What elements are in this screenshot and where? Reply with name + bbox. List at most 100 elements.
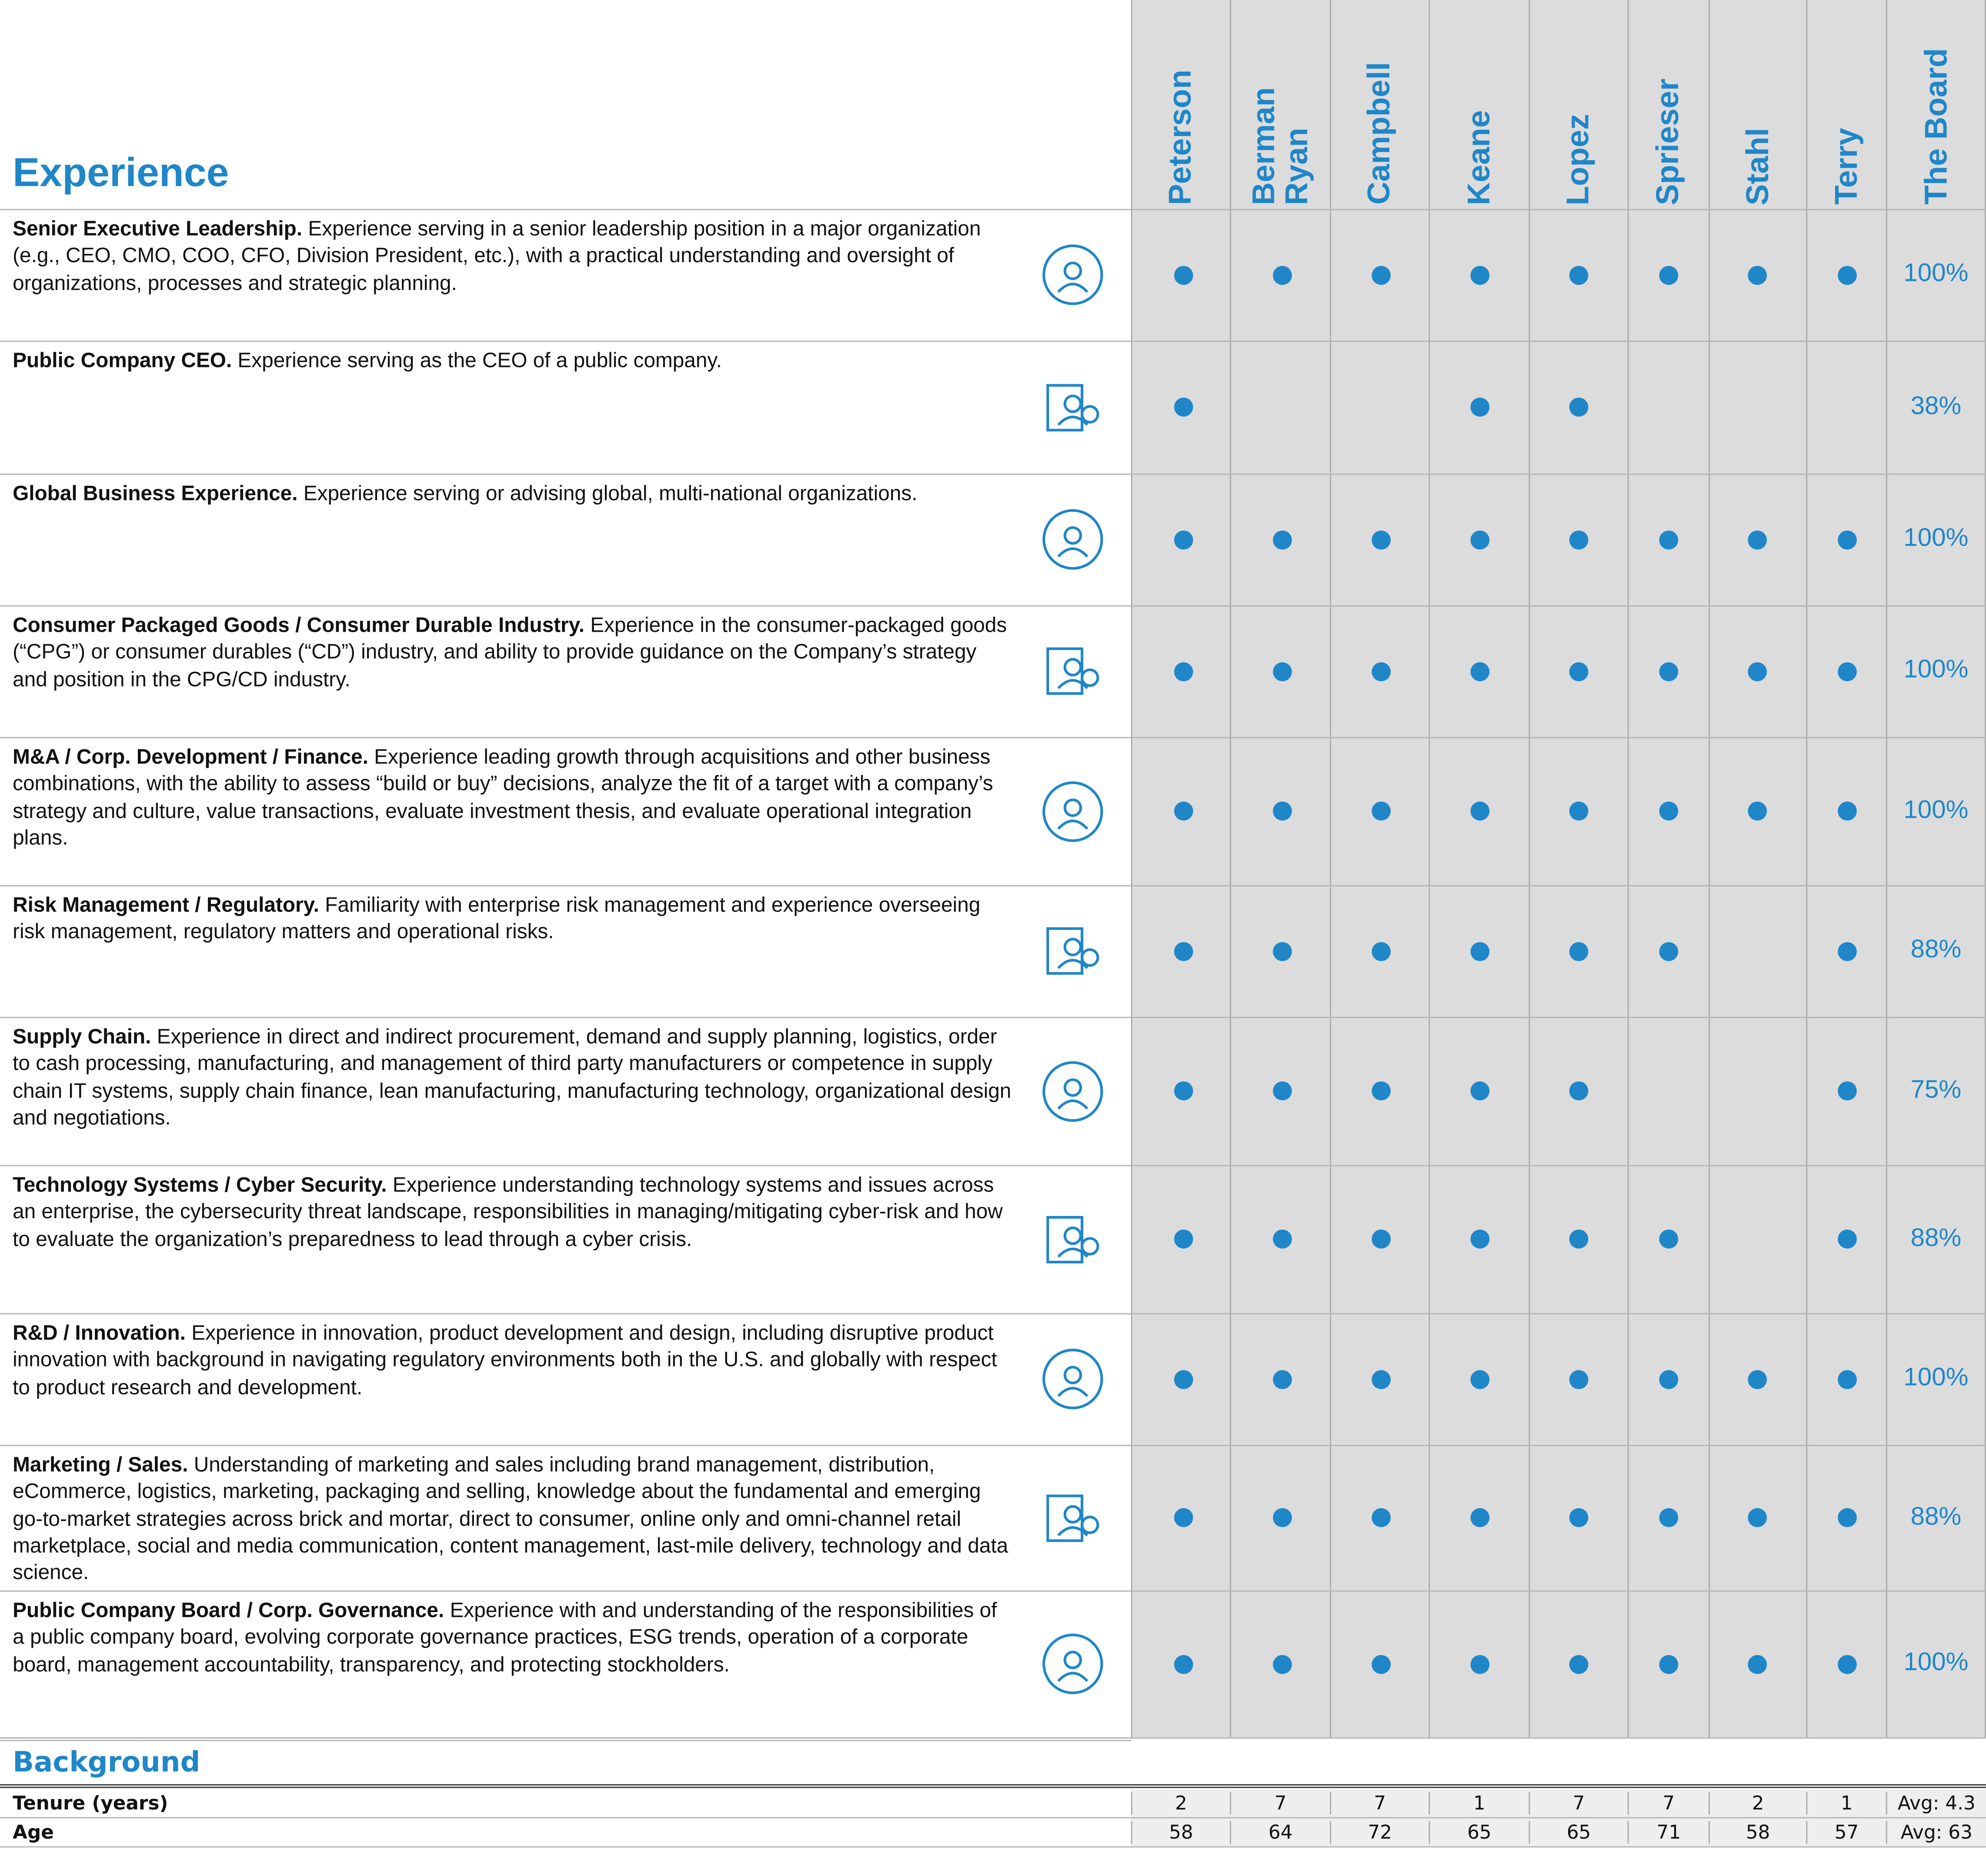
bg-value: 1 — [1806, 1792, 1886, 1815]
check-dot — [1272, 1654, 1292, 1674]
skill-description: Experience serving or advising global, m… — [303, 482, 918, 506]
check-dot — [1470, 1369, 1489, 1389]
board-percent: 88% — [1910, 1224, 1962, 1252]
row-line — [0, 1313, 1986, 1315]
board-percent: 88% — [1910, 1502, 1962, 1530]
check-dot — [1837, 661, 1856, 681]
column-bg — [1806, 0, 1886, 1738]
check-dot — [1470, 1654, 1489, 1674]
row-text: Global Business Experience. Experience s… — [0, 476, 1013, 508]
director-name: Keane — [1461, 110, 1497, 205]
check-dot — [1837, 530, 1856, 549]
skill-description: Experience with and understanding of the… — [13, 1599, 997, 1676]
bg-value: 72 — [1330, 1821, 1429, 1844]
row-line — [0, 1737, 1986, 1739]
board-percent: 100% — [1903, 656, 1969, 684]
check-dot — [1837, 1508, 1856, 1527]
bg-value: 58 — [1131, 1821, 1230, 1844]
check-dot — [1659, 1654, 1678, 1674]
row-text: Public Company Board / Corp. Governance.… — [0, 1593, 1013, 1679]
check-dot — [1470, 265, 1489, 284]
bg-value: 71 — [1627, 1821, 1709, 1844]
column-bg — [1529, 0, 1628, 1738]
check-dot — [1569, 1654, 1588, 1674]
skill-title: M&A / Corp. Development / Finance. — [13, 746, 369, 769]
check-dot — [1272, 661, 1292, 681]
skill-description: Experience in innovation, product develo… — [13, 1322, 997, 1399]
header-cell: Campbell — [1330, 0, 1429, 205]
check-dot — [1747, 661, 1766, 681]
row-text: Technology Systems / Cyber Security. Exp… — [0, 1167, 1013, 1253]
row-line — [0, 1016, 1986, 1018]
check-dot — [1659, 530, 1678, 549]
check-dot — [1659, 1230, 1678, 1249]
row-line — [0, 1817, 1986, 1819]
bg-value: 2 — [1709, 1792, 1806, 1815]
check-dot — [1747, 1369, 1766, 1389]
check-dot — [1659, 1508, 1678, 1527]
bg-value: 7 — [1627, 1792, 1709, 1815]
skill-description: Familiarity with enterprise risk managem… — [13, 894, 981, 944]
row-line — [0, 605, 1986, 607]
column-edge — [1985, 0, 1986, 1738]
check-dot — [1272, 941, 1292, 961]
row-line — [0, 885, 1986, 886]
check-dot — [1569, 801, 1588, 821]
skill-description: Experience in direct and indirect procur… — [13, 1026, 1011, 1130]
skill-title: Global Business Experience. — [13, 482, 298, 506]
check-dot — [1173, 1230, 1193, 1249]
check-dot — [1470, 1508, 1489, 1527]
skill-description: Experience understanding technology syst… — [13, 1173, 1003, 1251]
skill-icon — [1040, 1485, 1105, 1550]
skill-icon — [1040, 374, 1105, 440]
bg-board: Avg: 4.3 — [1886, 1792, 1986, 1815]
board-percent: 100% — [1903, 524, 1969, 552]
check-dot — [1837, 1230, 1856, 1249]
check-dot — [1173, 801, 1193, 821]
bg-value: 1 — [1429, 1792, 1529, 1815]
row-line — [0, 340, 1986, 342]
check-dot — [1173, 1369, 1193, 1389]
check-dot — [1569, 265, 1588, 284]
check-dot — [1747, 530, 1766, 549]
check-dot — [1569, 397, 1588, 417]
skill-title: Public Company CEO. — [13, 349, 232, 373]
director-name: Sprieser — [1650, 78, 1686, 205]
check-dot — [1272, 530, 1292, 549]
director-name: Terry — [1828, 128, 1864, 205]
row-text: Risk Management / Regulatory. Familiarit… — [0, 888, 1013, 947]
row-line — [0, 1165, 1986, 1166]
check-dot — [1659, 265, 1678, 284]
director-name: Stahl — [1739, 127, 1776, 205]
check-dot — [1272, 1230, 1292, 1249]
bg-board: Avg: 63 — [1886, 1821, 1986, 1844]
skill-title: Senior Executive Leadership. — [13, 217, 303, 241]
row-text: Consumer Packaged Goods / Consumer Durab… — [0, 608, 1013, 694]
board-percent: 75% — [1910, 1076, 1962, 1104]
check-dot — [1470, 941, 1489, 961]
check-dot — [1173, 941, 1193, 961]
bg-cells — [1131, 1818, 1986, 1846]
director-name: Ryan Berman — [1245, 87, 1314, 205]
director-name: Campbell — [1362, 63, 1397, 205]
check-dot — [1371, 801, 1390, 821]
row-text: Supply Chain. Experience in direct and i… — [0, 1020, 1013, 1133]
column-bg — [1709, 0, 1806, 1738]
board-header: The Board — [1918, 48, 1954, 205]
check-dot — [1470, 801, 1489, 821]
header-cell: Terry — [1806, 0, 1886, 205]
check-dot — [1837, 801, 1856, 821]
skill-icon — [1040, 1206, 1105, 1272]
check-dot — [1173, 265, 1193, 284]
row-text: Public Company CEO. Experience serving a… — [0, 343, 1013, 375]
board-percent: 100% — [1903, 796, 1969, 824]
board-percent: 100% — [1903, 1363, 1969, 1392]
bg-value: 57 — [1806, 1821, 1886, 1844]
check-dot — [1747, 1654, 1766, 1674]
check-dot — [1659, 1369, 1678, 1389]
check-dot — [1371, 1230, 1390, 1249]
check-dot — [1747, 801, 1766, 821]
skill-description: Understanding of marketing and sales inc… — [13, 1453, 1008, 1585]
skill-icon — [1040, 778, 1105, 844]
